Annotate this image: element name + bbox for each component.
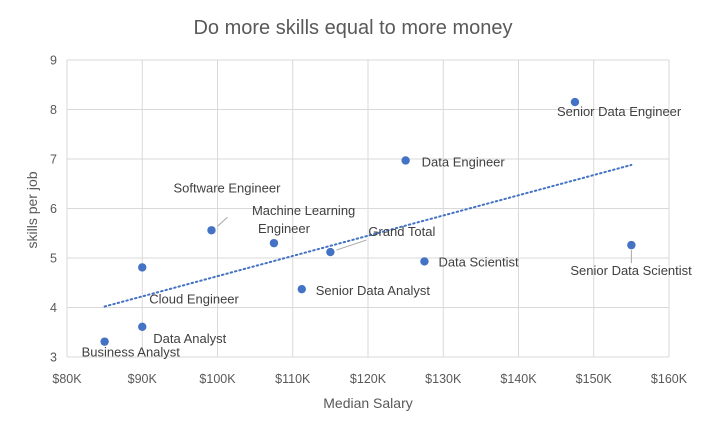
y-axis-label: skills per job bbox=[24, 171, 40, 248]
data-point bbox=[138, 263, 147, 272]
y-tick-label: 3 bbox=[50, 351, 57, 365]
data-point bbox=[570, 97, 580, 107]
data-point bbox=[297, 284, 306, 294]
label-leader-lines bbox=[217, 216, 632, 264]
x-tick-label: $150K bbox=[576, 372, 613, 386]
point-label: Cloud Engineer bbox=[149, 291, 239, 306]
label-leader-line bbox=[336, 239, 367, 251]
x-tick-label: $100K bbox=[199, 372, 236, 386]
point-label: Machine Learning Engineer bbox=[252, 203, 355, 236]
point-label: Software Engineer bbox=[173, 180, 281, 195]
point-label: Data Scientist bbox=[438, 254, 519, 269]
x-tick-label: $110K bbox=[275, 372, 311, 386]
label-leader-line bbox=[217, 216, 228, 227]
point-label: Grand Total bbox=[368, 224, 435, 239]
point-label: Data Engineer bbox=[422, 154, 506, 169]
y-tick-label: 5 bbox=[50, 252, 57, 266]
data-point bbox=[100, 337, 109, 346]
x-axis-label: Median Salary bbox=[323, 395, 413, 411]
y-tick-label: 7 bbox=[50, 153, 57, 167]
x-tick-label: $130K bbox=[425, 372, 462, 386]
tick-labels: 3 4 5 6 7 8 9 $80K $90K $100K $110K $120K $130K $140K… bbox=[50, 54, 688, 387]
y-tick-label: 9 bbox=[50, 54, 57, 68]
point-label: Senior Data Scientist bbox=[570, 263, 692, 278]
trendline bbox=[103, 163, 633, 308]
data-point bbox=[207, 226, 216, 235]
data-point bbox=[269, 238, 279, 248]
y-tick-label: 4 bbox=[50, 301, 57, 315]
x-tick-label: $90K bbox=[128, 372, 158, 386]
x-tick-label: $80K bbox=[52, 372, 82, 386]
gridlines bbox=[66, 59, 670, 358]
data-point bbox=[401, 156, 410, 165]
point-labels: Senior Data Engineer Data Engineer Softwar… bbox=[82, 104, 693, 360]
x-tick-label: $140K bbox=[500, 372, 537, 386]
data-point bbox=[627, 240, 636, 250]
trendline-layer bbox=[103, 163, 633, 308]
x-tick-label: $160K bbox=[651, 372, 688, 386]
point-label: Data Analyst bbox=[153, 331, 226, 346]
data-point bbox=[326, 247, 335, 257]
y-tick-label: 8 bbox=[50, 103, 57, 117]
chart-title: Do more skills equal to more money bbox=[193, 17, 512, 39]
y-tick-label: 6 bbox=[50, 202, 57, 216]
data-points bbox=[100, 97, 636, 346]
data-point bbox=[138, 322, 147, 332]
data-point bbox=[420, 257, 429, 266]
point-label: Business Analyst bbox=[82, 345, 181, 360]
x-tick-label: $120K bbox=[350, 372, 387, 386]
point-label: Senior Data Engineer bbox=[557, 104, 682, 119]
point-label: Senior Data Analyst bbox=[316, 283, 431, 298]
